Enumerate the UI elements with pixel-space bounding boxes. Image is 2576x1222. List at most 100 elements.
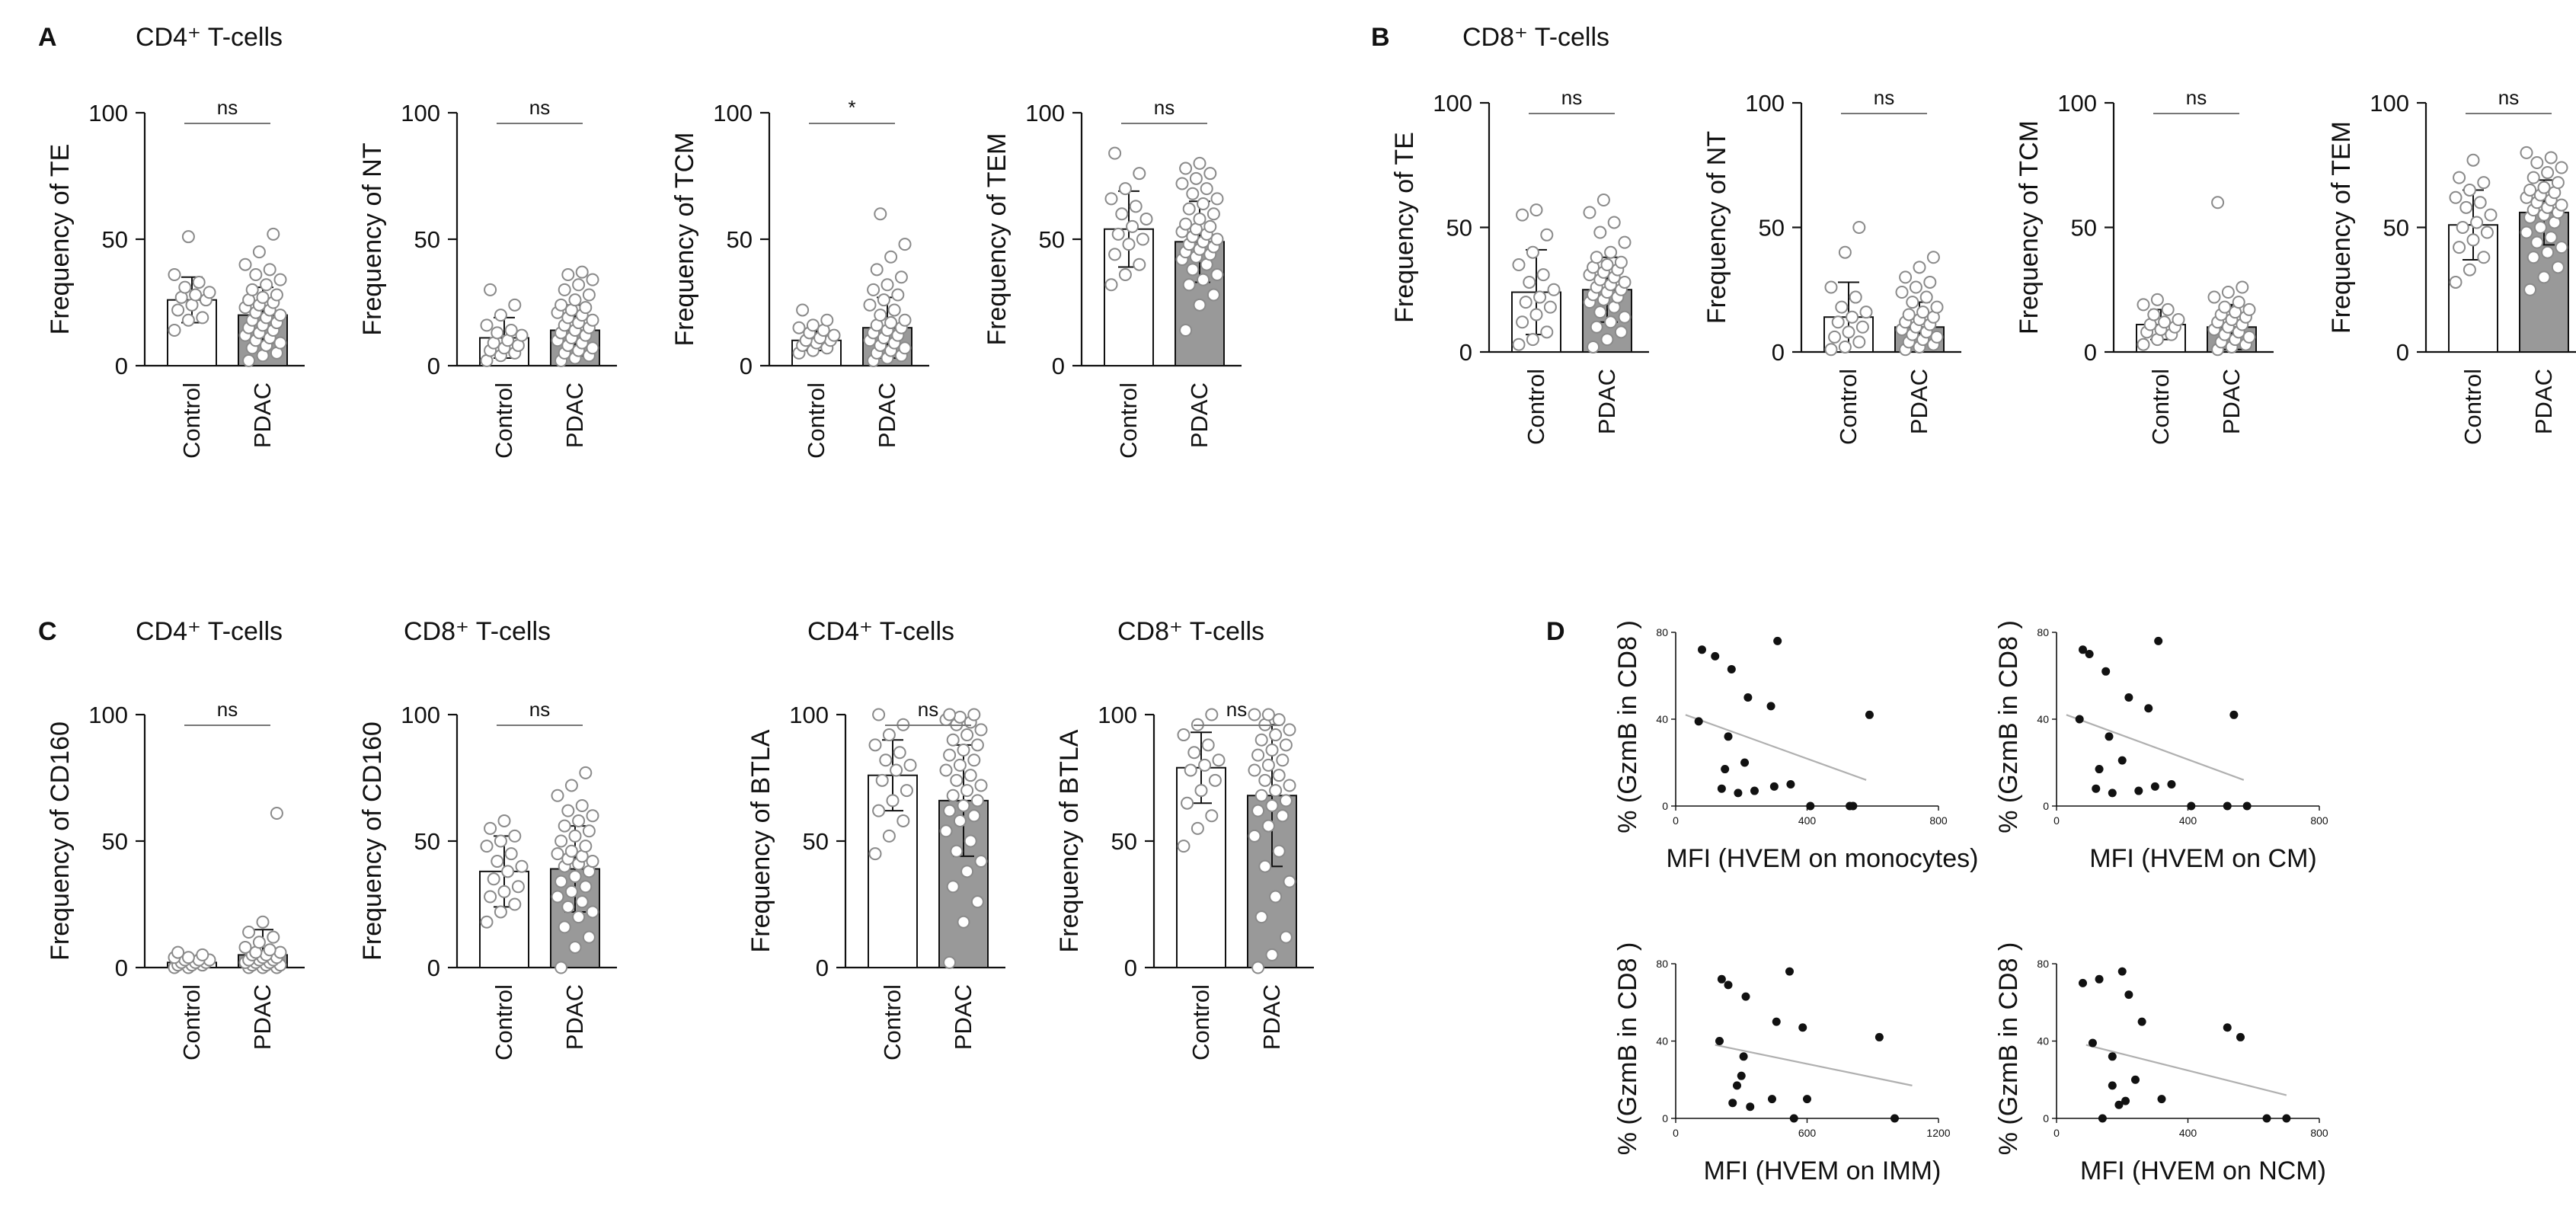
data-point xyxy=(1139,212,1153,226)
data-point xyxy=(1108,248,1122,261)
data-point xyxy=(558,819,571,833)
data-point xyxy=(1184,763,1197,777)
data-point xyxy=(1182,278,1196,292)
data-point xyxy=(2137,298,2150,312)
y-tick-label: 100 xyxy=(1098,702,1137,728)
chart-b4: 0 50 100 Frequency of TEM Control PDAC ns xyxy=(2327,86,2576,445)
data-point xyxy=(491,855,504,869)
category-label-control: Control xyxy=(879,984,906,1060)
data-point xyxy=(1614,255,1628,269)
data-point xyxy=(1727,664,1736,673)
data-point xyxy=(273,945,287,959)
data-point xyxy=(1746,1102,1755,1112)
data-point xyxy=(1248,829,1261,843)
chart-a3: 0 50 100 Frequency of TCM Control PDAC * xyxy=(670,96,929,459)
y-tick-label: 50 xyxy=(414,828,440,855)
data-point xyxy=(806,318,820,332)
data-point xyxy=(2124,693,2133,702)
data-point xyxy=(974,723,988,737)
data-point xyxy=(586,905,599,919)
significance-label: ns xyxy=(1226,698,1247,721)
y-tick-label: 100 xyxy=(401,702,440,728)
significance-label: * xyxy=(848,96,855,119)
data-point xyxy=(487,872,500,886)
data-point xyxy=(504,324,518,337)
data-point xyxy=(2092,784,2101,793)
x-tick-label: 400 xyxy=(2179,1127,2197,1139)
data-point xyxy=(564,885,578,898)
data-point xyxy=(2108,1052,2117,1061)
data-point xyxy=(2218,300,2232,314)
data-point xyxy=(555,961,568,974)
y-tick-label: 100 xyxy=(88,702,128,728)
data-point xyxy=(2161,302,2175,316)
data-point xyxy=(480,840,494,853)
data-point xyxy=(1261,758,1275,772)
data-point xyxy=(1261,708,1275,721)
data-point xyxy=(270,806,283,820)
data-point xyxy=(1269,890,1283,904)
data-point xyxy=(827,328,841,342)
data-point xyxy=(970,794,984,808)
data-point xyxy=(579,880,593,894)
data-point xyxy=(1254,910,1268,924)
data-point xyxy=(1614,325,1628,339)
data-point xyxy=(896,814,910,827)
y-tick-label: 0 xyxy=(2396,339,2409,366)
data-point xyxy=(960,865,974,878)
data-point xyxy=(1717,974,1726,984)
data-point xyxy=(1721,765,1730,774)
data-point xyxy=(796,303,810,317)
data-point xyxy=(555,875,568,888)
y-axis-label: Frequency of NT xyxy=(358,142,387,335)
regression-line xyxy=(2085,1044,2287,1096)
data-point xyxy=(1604,315,1618,329)
group-title-b: CD8⁺ T-cells xyxy=(1462,23,1609,52)
data-point xyxy=(1852,221,1866,234)
data-point xyxy=(2075,715,2084,724)
x-axis-label: MFI (HVEM on monocytes) xyxy=(1667,844,1979,873)
data-point xyxy=(582,930,596,944)
y-tick-label: 0 xyxy=(1459,339,1472,366)
data-point xyxy=(2114,1100,2124,1109)
chart-a1: 0 50 100 Frequency of TE Control PDAC ns xyxy=(46,96,305,459)
data-point xyxy=(2167,780,2176,789)
data-point xyxy=(1272,713,1286,727)
significance-label: ns xyxy=(918,698,938,721)
data-point xyxy=(1193,298,1207,312)
y-tick-label: 0 xyxy=(1662,800,1668,812)
y-tick-label: 100 xyxy=(1025,100,1065,126)
data-point xyxy=(2095,765,2104,774)
data-point xyxy=(568,869,582,883)
y-tick-label: 50 xyxy=(2071,215,2097,242)
data-point xyxy=(898,238,912,251)
y-axis-label: Frequency of TCM xyxy=(670,133,699,347)
data-point xyxy=(1874,1032,1884,1041)
data-point xyxy=(181,951,195,964)
data-point xyxy=(1279,930,1293,944)
category-label-control: Control xyxy=(178,984,205,1060)
data-point xyxy=(1175,177,1189,190)
x-tick-label: 600 xyxy=(1798,1127,1817,1139)
data-point xyxy=(2147,308,2161,321)
data-point xyxy=(1191,821,1204,835)
data-point xyxy=(2105,732,2114,741)
data-point xyxy=(263,943,276,957)
data-point xyxy=(1593,226,1607,239)
data-point xyxy=(2150,293,2164,306)
data-point xyxy=(1798,1023,1807,1032)
data-point xyxy=(2537,181,2551,194)
data-point xyxy=(2459,200,2473,214)
y-axis-label: Frequency of TEM xyxy=(2327,121,2356,334)
data-point xyxy=(1768,1095,1776,1104)
data-point xyxy=(1265,799,1279,813)
chart-c3: 0 50 100 Frequency of BTLA Control PDAC ns xyxy=(746,698,1005,1060)
y-tick-label: 50 xyxy=(1759,215,1785,242)
data-point xyxy=(2134,786,2143,795)
data-point xyxy=(874,207,887,221)
chart-c4: 0 50 100 Frequency of BTLA Control PDAC ns xyxy=(1055,698,1314,1060)
category-label-control: Control xyxy=(1115,382,1142,459)
data-point xyxy=(953,758,967,772)
data-point xyxy=(2555,161,2568,174)
